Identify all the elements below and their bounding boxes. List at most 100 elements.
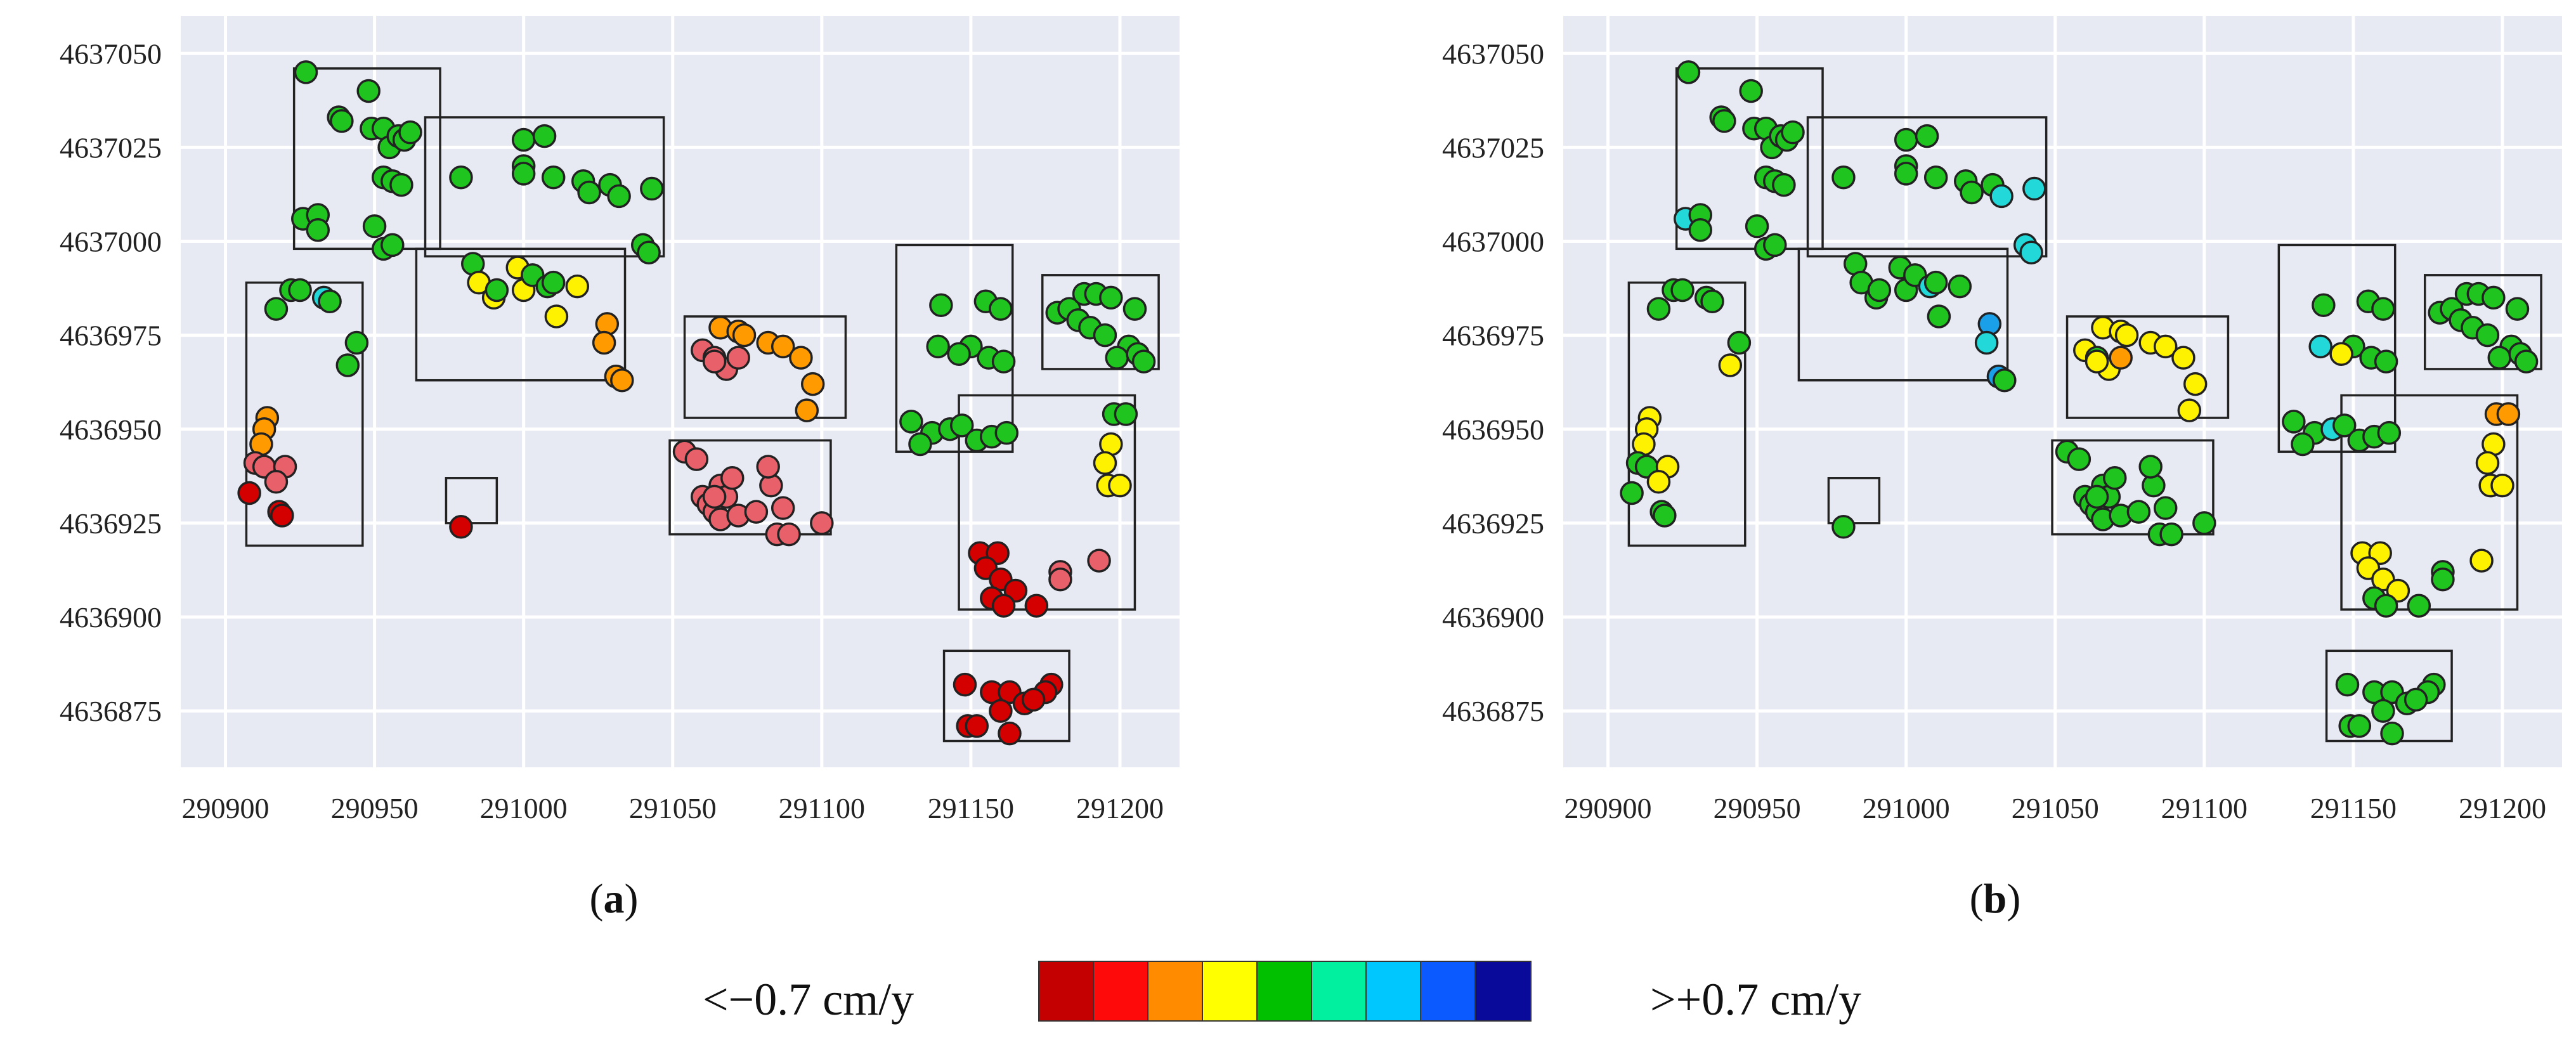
ps-point — [1960, 180, 1984, 205]
legend-swatch-dark-blue — [1476, 962, 1530, 1020]
ps-point — [789, 346, 813, 370]
ps-point — [2177, 398, 2202, 422]
panel-label-a: (a) — [589, 876, 639, 922]
ps-point — [2374, 594, 2398, 618]
plot-background-b — [1563, 16, 2562, 767]
ps-point — [2475, 323, 2500, 348]
ps-point — [702, 484, 727, 509]
ps-point — [2159, 522, 2183, 547]
ps-point — [1093, 323, 1117, 348]
ps-point — [991, 349, 1016, 374]
x-tick-label: 291200 — [2459, 792, 2546, 824]
legend-swatch-green — [1258, 962, 1312, 1020]
ps-point — [2377, 420, 2402, 445]
ps-point — [1099, 285, 1123, 310]
ps-point — [318, 289, 342, 314]
ps-point — [449, 515, 473, 539]
ps-point — [607, 184, 631, 209]
ps-point — [2022, 176, 2046, 201]
ps-point — [899, 410, 923, 434]
legend-swatch-yellow — [1203, 962, 1258, 1020]
ps-point — [592, 330, 616, 355]
ps-point — [2347, 714, 2372, 738]
y-tick-label: 4637050 — [1442, 37, 1544, 70]
ps-point — [637, 240, 661, 265]
ps-point — [2126, 500, 2151, 524]
ps-point — [1021, 687, 1046, 712]
ps-point — [2407, 594, 2431, 618]
ps-point — [2514, 349, 2539, 374]
cluster-box — [2065, 315, 2230, 419]
legend-swatch-blue — [1421, 962, 1476, 1020]
ps-point — [1646, 297, 1671, 321]
ps-point — [756, 455, 780, 479]
ps-point — [2487, 346, 2512, 370]
ps-point — [2505, 297, 2530, 321]
y-tick-label: 4636950 — [1442, 413, 1544, 446]
ps-point — [2183, 372, 2208, 396]
ps-point — [2192, 511, 2216, 535]
ps-point — [2404, 687, 2428, 712]
ps-point — [2085, 349, 2109, 374]
y-tick-label: 4636925 — [60, 507, 162, 540]
ps-point — [1867, 278, 1892, 302]
ps-point — [2103, 466, 2127, 490]
ps-point — [771, 496, 795, 520]
ps-point — [356, 79, 381, 103]
color-scale-legend — [1038, 961, 1532, 1022]
legend-swatch-teal — [1312, 962, 1367, 1020]
ps-point — [684, 447, 709, 471]
ps-point — [800, 372, 825, 396]
x-tick-label: 290950 — [1714, 792, 1801, 824]
x-tick-label: 291100 — [2161, 792, 2247, 824]
ps-point — [2469, 549, 2494, 573]
ps-point — [2490, 473, 2514, 498]
ps-point — [544, 304, 569, 328]
x-tick-label: 291000 — [1863, 792, 1950, 824]
ps-point — [381, 233, 405, 257]
ps-point — [2431, 568, 2455, 592]
ps-point — [541, 166, 566, 190]
ps-point — [2109, 346, 2133, 370]
ps-point — [1915, 124, 1939, 148]
ps-point — [1676, 60, 1701, 84]
ps-point — [965, 714, 989, 738]
legend-swatch-orange — [1148, 962, 1203, 1020]
cluster-box — [1041, 274, 1160, 370]
ps-point — [1727, 330, 1752, 355]
x-tick-label: 290950 — [331, 792, 419, 824]
cluster-box — [2277, 244, 2397, 453]
y-tick-label: 4636875 — [1442, 695, 1544, 727]
ps-point — [1024, 594, 1049, 618]
legend-min-label: <−0.7 cm/y — [703, 974, 914, 1025]
ps-point — [1087, 549, 1111, 573]
y-tick-label: 4636950 — [60, 413, 162, 446]
ps-point — [2019, 240, 2043, 265]
ps-point — [2380, 721, 2404, 746]
ps-point — [2114, 323, 2139, 348]
ps-point — [2308, 334, 2332, 359]
legend-swatch-dark-red — [1039, 962, 1094, 1020]
cluster-box — [415, 247, 627, 382]
y-tick-label: 4637050 — [60, 37, 162, 70]
ps-point — [2282, 410, 2306, 434]
ps-point — [541, 270, 566, 295]
ps-point — [330, 109, 354, 133]
ps-point — [1763, 233, 1787, 257]
ps-point — [947, 342, 971, 366]
ps-point — [702, 349, 727, 374]
scatter-plot-a: 290900 290950 291000 291050 291100 291150 2912… — [60, 16, 1180, 824]
x-tick-label: 291150 — [2310, 792, 2397, 824]
y-tick-label: 4636975 — [60, 320, 162, 352]
ps-point — [2332, 413, 2357, 438]
legend-swatch-red — [1094, 962, 1148, 1020]
ps-point — [1688, 218, 1713, 242]
cluster-box — [2423, 274, 2542, 370]
cluster-box — [683, 315, 847, 419]
ps-point — [1105, 346, 1129, 370]
ps-point — [2085, 484, 2109, 509]
ps-point — [2371, 297, 2395, 321]
ps-point — [1108, 473, 1132, 498]
ps-point — [264, 469, 289, 494]
y-tick-label: 4637025 — [60, 131, 162, 164]
